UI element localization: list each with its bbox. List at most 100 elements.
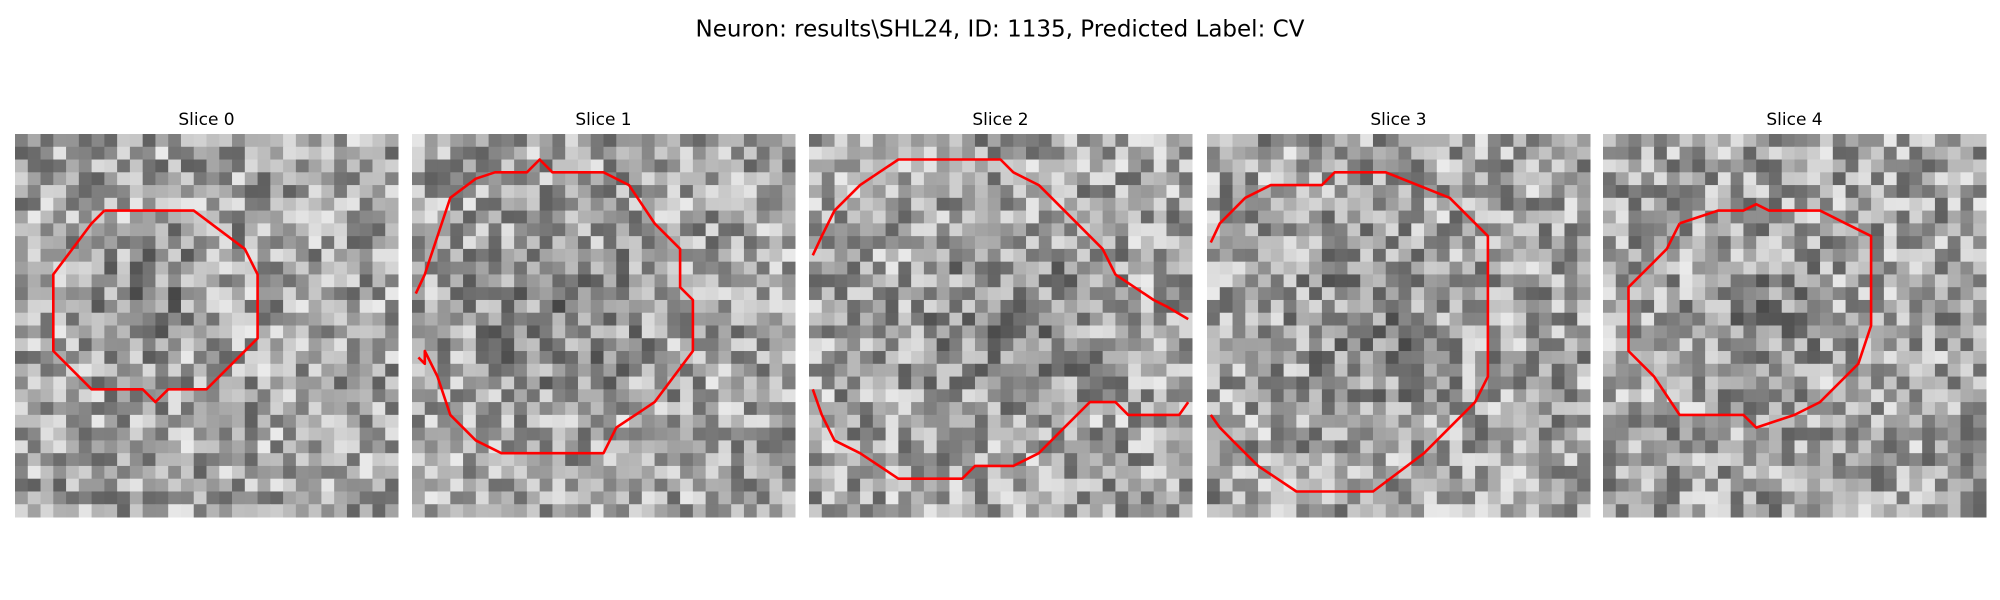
pixel: [1102, 172, 1116, 186]
pixel: [168, 236, 182, 250]
pixel: [1526, 376, 1540, 390]
pixel: [1756, 312, 1770, 326]
pixel: [232, 210, 246, 224]
pixel: [705, 236, 719, 250]
pixel: [1089, 248, 1104, 263]
pixel: [1717, 146, 1732, 161]
pixel: [1449, 146, 1463, 161]
pixel: [232, 261, 246, 275]
pixel: [1153, 427, 1167, 441]
pixel: [168, 248, 182, 263]
pixel: [1564, 465, 1578, 480]
pixel: [1500, 465, 1514, 480]
pixel: [769, 274, 783, 288]
pixel: [898, 478, 912, 492]
pixel: [821, 134, 836, 148]
pixel: [1538, 223, 1553, 237]
pixel: [641, 491, 656, 505]
pixel: [1692, 414, 1706, 429]
pixel: [667, 299, 681, 314]
pixel: [1424, 210, 1438, 224]
pixel: [475, 414, 490, 429]
pixel: [936, 223, 950, 237]
pixel: [15, 338, 29, 352]
pixel: [437, 159, 451, 173]
pixel: [1334, 389, 1348, 403]
pixel: [936, 478, 950, 492]
pixel: [1564, 223, 1578, 237]
pixel: [552, 287, 566, 301]
pixel: [629, 274, 643, 288]
pixel: [1128, 440, 1142, 454]
pixel: [1140, 134, 1155, 148]
pixel: [1641, 453, 1655, 467]
pixel: [1500, 376, 1514, 390]
pixel: [616, 376, 630, 390]
pixel: [526, 478, 541, 492]
pixel: [295, 478, 310, 492]
pixel: [514, 363, 528, 378]
pixel: [1283, 338, 1297, 352]
pixel: [936, 185, 950, 199]
pixel: [629, 299, 643, 314]
pixel: [40, 351, 54, 365]
pixel: [641, 274, 656, 288]
pixel: [206, 427, 220, 441]
pixel: [1883, 478, 1898, 492]
pixel: [104, 491, 118, 505]
pixel: [372, 402, 386, 416]
pixel: [743, 197, 758, 212]
pixel: [142, 427, 156, 441]
pixel: [860, 376, 874, 390]
pixel: [463, 351, 477, 365]
pixel: [1089, 504, 1104, 518]
pixel: [565, 465, 579, 480]
pixel: [1743, 274, 1757, 288]
pixel: [1947, 248, 1961, 263]
pixel: [860, 274, 874, 288]
pixel: [1321, 465, 1336, 480]
pixel: [847, 414, 861, 429]
pixel: [1245, 248, 1259, 263]
pixel: [1360, 402, 1374, 416]
pixel: [590, 325, 604, 339]
pixel: [1219, 274, 1234, 288]
pixel: [155, 376, 169, 390]
pixel: [1641, 172, 1655, 186]
pixel: [1654, 236, 1668, 250]
pixel: [257, 440, 271, 454]
pixel: [936, 376, 950, 390]
pixel: [1871, 197, 1885, 212]
pixel: [1219, 261, 1234, 275]
pixel: [1692, 185, 1706, 199]
pixel: [949, 363, 963, 378]
pixel: [577, 159, 592, 173]
pixel: [219, 351, 233, 365]
pixel: [450, 363, 464, 378]
pixel: [1883, 453, 1898, 467]
pixel: [718, 299, 732, 314]
pixel: [450, 389, 464, 403]
pixel: [1487, 402, 1502, 416]
pixel: [1526, 236, 1540, 250]
pixel: [1153, 299, 1167, 314]
pixel: [654, 134, 668, 148]
pixel: [1654, 159, 1668, 173]
pixel: [1947, 197, 1961, 212]
pixel: [1013, 261, 1027, 275]
pixel: [1398, 351, 1412, 365]
pixel: [1615, 376, 1630, 390]
pixel: [1705, 478, 1719, 492]
pixel: [450, 351, 464, 365]
pixel: [1934, 299, 1949, 314]
pixel: [346, 197, 361, 212]
pixel: [180, 185, 195, 199]
pixel: [1166, 427, 1180, 441]
pixel: [526, 440, 541, 454]
pixel: [1743, 223, 1757, 237]
pixel: [91, 504, 105, 518]
pixel: [603, 223, 617, 237]
pixel: [283, 478, 297, 492]
pixel: [552, 351, 566, 365]
pixel: [1947, 338, 1961, 352]
